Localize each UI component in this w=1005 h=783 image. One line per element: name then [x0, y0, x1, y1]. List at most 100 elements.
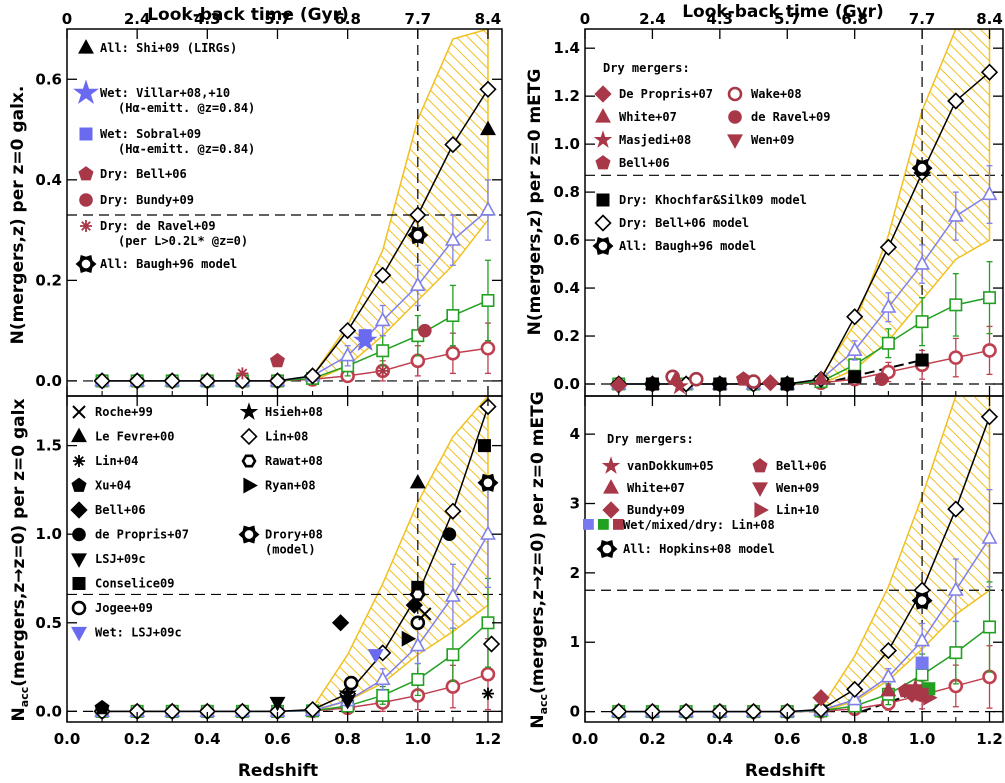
obs-point-tl-2	[358, 329, 372, 343]
legend-title-tr: Dry mergers:	[603, 61, 690, 75]
legend-text-tl-3: Dry: Bell+06	[100, 167, 187, 181]
top-tick-label-tr-5: 7.7	[909, 10, 936, 28]
legend-marker-tr-4	[593, 130, 613, 148]
obs-point-tl-7-hole	[413, 230, 423, 240]
point-br-dry-11	[982, 669, 997, 685]
panels: 0 2.4 4.3 5.7 6.8 7.7 8.4 0.0 0.2 0.4 0.6 All: Shi+…	[35, 10, 1004, 748]
legend-marker-bl-9	[71, 626, 87, 642]
legend-text-tr-2: White+07	[619, 110, 677, 124]
point-tl-hopkins-7	[338, 321, 357, 340]
obs-point-bl-16-hole	[483, 478, 493, 488]
ylabel-bottom-left: Nacc(mergers,z→z=0) per z=0 galx	[9, 399, 31, 722]
obs-point-br-7	[915, 656, 929, 670]
legend-text-bl-9: Wet: LSJ+09c	[95, 626, 182, 640]
legend-marker-tr-7	[596, 193, 610, 207]
scatter-band-tl	[311, 29, 489, 383]
ytick-label-bl-1: 0.5	[35, 614, 62, 632]
point-tr-hopkins-8	[879, 238, 898, 256]
legend-marker-bl-3	[71, 477, 87, 492]
ytick-label-br-0: 0	[570, 703, 580, 721]
point-bl-dry-10	[445, 679, 461, 694]
legend-tr: Dry mergers: De Propris+07 Wake+08 White+07…	[592, 61, 830, 256]
legend-text-tr-7: Dry: Khochfar&Silk09 model	[619, 193, 807, 207]
bottom-tick-label-br-4: 0.8	[841, 730, 868, 748]
bottom-tick-label-bl-5: 1.0	[405, 730, 432, 748]
legend-text2-bl-14: (model)	[265, 543, 316, 557]
obs-point-bl-18	[482, 635, 501, 653]
point-br-hopkins-7	[846, 680, 864, 699]
legend-text-tl-2: Wet: Sobral+09	[100, 127, 201, 141]
frame-br	[584, 395, 1004, 723]
obs-point-tr-9	[761, 374, 780, 392]
point-tl-hopkins-11	[479, 80, 497, 98]
obs-point-bl-17	[481, 687, 494, 700]
series-bl-dry	[94, 638, 496, 719]
point-tr-mixed-7	[848, 358, 862, 372]
ylabel-top-right: N(mergers,z) per z=0 mETG	[525, 69, 545, 336]
point-tl-wet-9	[409, 276, 426, 292]
point-tr-dry-10	[948, 350, 964, 365]
legend-marker-tl-0	[78, 39, 94, 54]
legend-marker-tr-6	[595, 155, 611, 170]
point-tr-wet-11	[981, 185, 998, 201]
obs-point-tr-8	[746, 374, 761, 389]
obs-point-tr-13	[874, 372, 889, 387]
point-tl-hopkins-2	[163, 372, 181, 390]
point-tl-wet-11	[480, 201, 496, 216]
legend-marker-bl-1	[71, 427, 87, 443]
bottom-axis-label-right: Redshift	[745, 761, 825, 781]
point-bl-mixed-11	[481, 616, 495, 630]
obs-point-tr-4	[670, 376, 689, 395]
legend-text-bl-2: Lin+04	[95, 454, 138, 468]
top-tick-label-tr-2: 4.3	[707, 10, 734, 28]
bottom-tick-label-bl-2: 0.4	[194, 730, 221, 748]
ylabel-top-left: N(mergers,z) per z=0 galx.	[8, 86, 28, 345]
bottom-tick-label-bl-3: 0.6	[264, 730, 291, 748]
legend-text-tr-0: De Propris+07	[619, 87, 713, 101]
bottom-tick-label-bl-0: 0.0	[54, 730, 81, 748]
obs-point-tr-5	[688, 371, 704, 387]
top-tick-label-tr-3: 5.7	[774, 10, 801, 28]
plot-area-tr	[585, 29, 1003, 396]
legend-marker-br-2	[603, 479, 619, 494]
point-tl-wet-10	[444, 231, 461, 246]
point-tl-hopkins-8	[374, 266, 392, 284]
point-tr-mixed-10	[949, 298, 963, 312]
point-tl-dry-9	[410, 353, 426, 369]
obs-point-tl-0	[480, 120, 496, 136]
legend-text-tl-6: All: Baugh+96 model	[100, 257, 237, 271]
legend-text-bl-10: Hsieh+08	[265, 405, 323, 419]
legend-marker-bl-4	[70, 501, 88, 519]
obs-point-tr-11	[813, 370, 829, 385]
top-tick-label-tl-3: 5.7	[264, 10, 291, 28]
legend-marker-tr-3	[728, 110, 742, 124]
legend-marker-tr-1	[727, 86, 743, 102]
legend-marker-bl-6	[71, 553, 87, 568]
point-br-hopkins-10	[947, 500, 965, 518]
point-tr-wet-9	[914, 255, 931, 270]
point-tr-hopkins-11	[980, 63, 999, 81]
legend-text2-tl-2: (Hα-emitt. @z=0.84)	[118, 142, 255, 156]
legend-marker-bl-2	[73, 455, 85, 467]
top-tick-label-tl-5: 7.7	[405, 10, 432, 28]
point-bl-wet-9	[409, 636, 426, 652]
legend-marker-bl-8	[71, 600, 87, 616]
point-tr-dry-11	[982, 343, 997, 358]
plot-area-tl	[67, 29, 502, 396]
obs-point-bl-0	[94, 699, 110, 715]
ytick-label-tr-6: 1.2	[553, 87, 580, 105]
legend2-marker-br-1-hole	[602, 544, 612, 554]
point-tr-wet-7	[846, 341, 863, 357]
legend-marker-tl-4	[79, 193, 93, 207]
legend-text-bl-8: Jogee+09	[95, 601, 153, 615]
ylabel-bottom-right-rest: (mergers,z→z=0) per z=0 mETG	[528, 391, 548, 694]
legend-marker-br-1	[752, 458, 768, 473]
point-bl-wet-11	[480, 525, 496, 540]
point-br-mixed-11	[983, 620, 997, 634]
ytick-label-tr-1: 0.2	[553, 327, 580, 345]
obs-point-br-1	[880, 681, 897, 697]
point-br-wet-10	[947, 581, 964, 596]
ytick-label-tr-4: 0.8	[553, 183, 580, 201]
ytick-label-tl-0: 0.0	[35, 372, 62, 390]
